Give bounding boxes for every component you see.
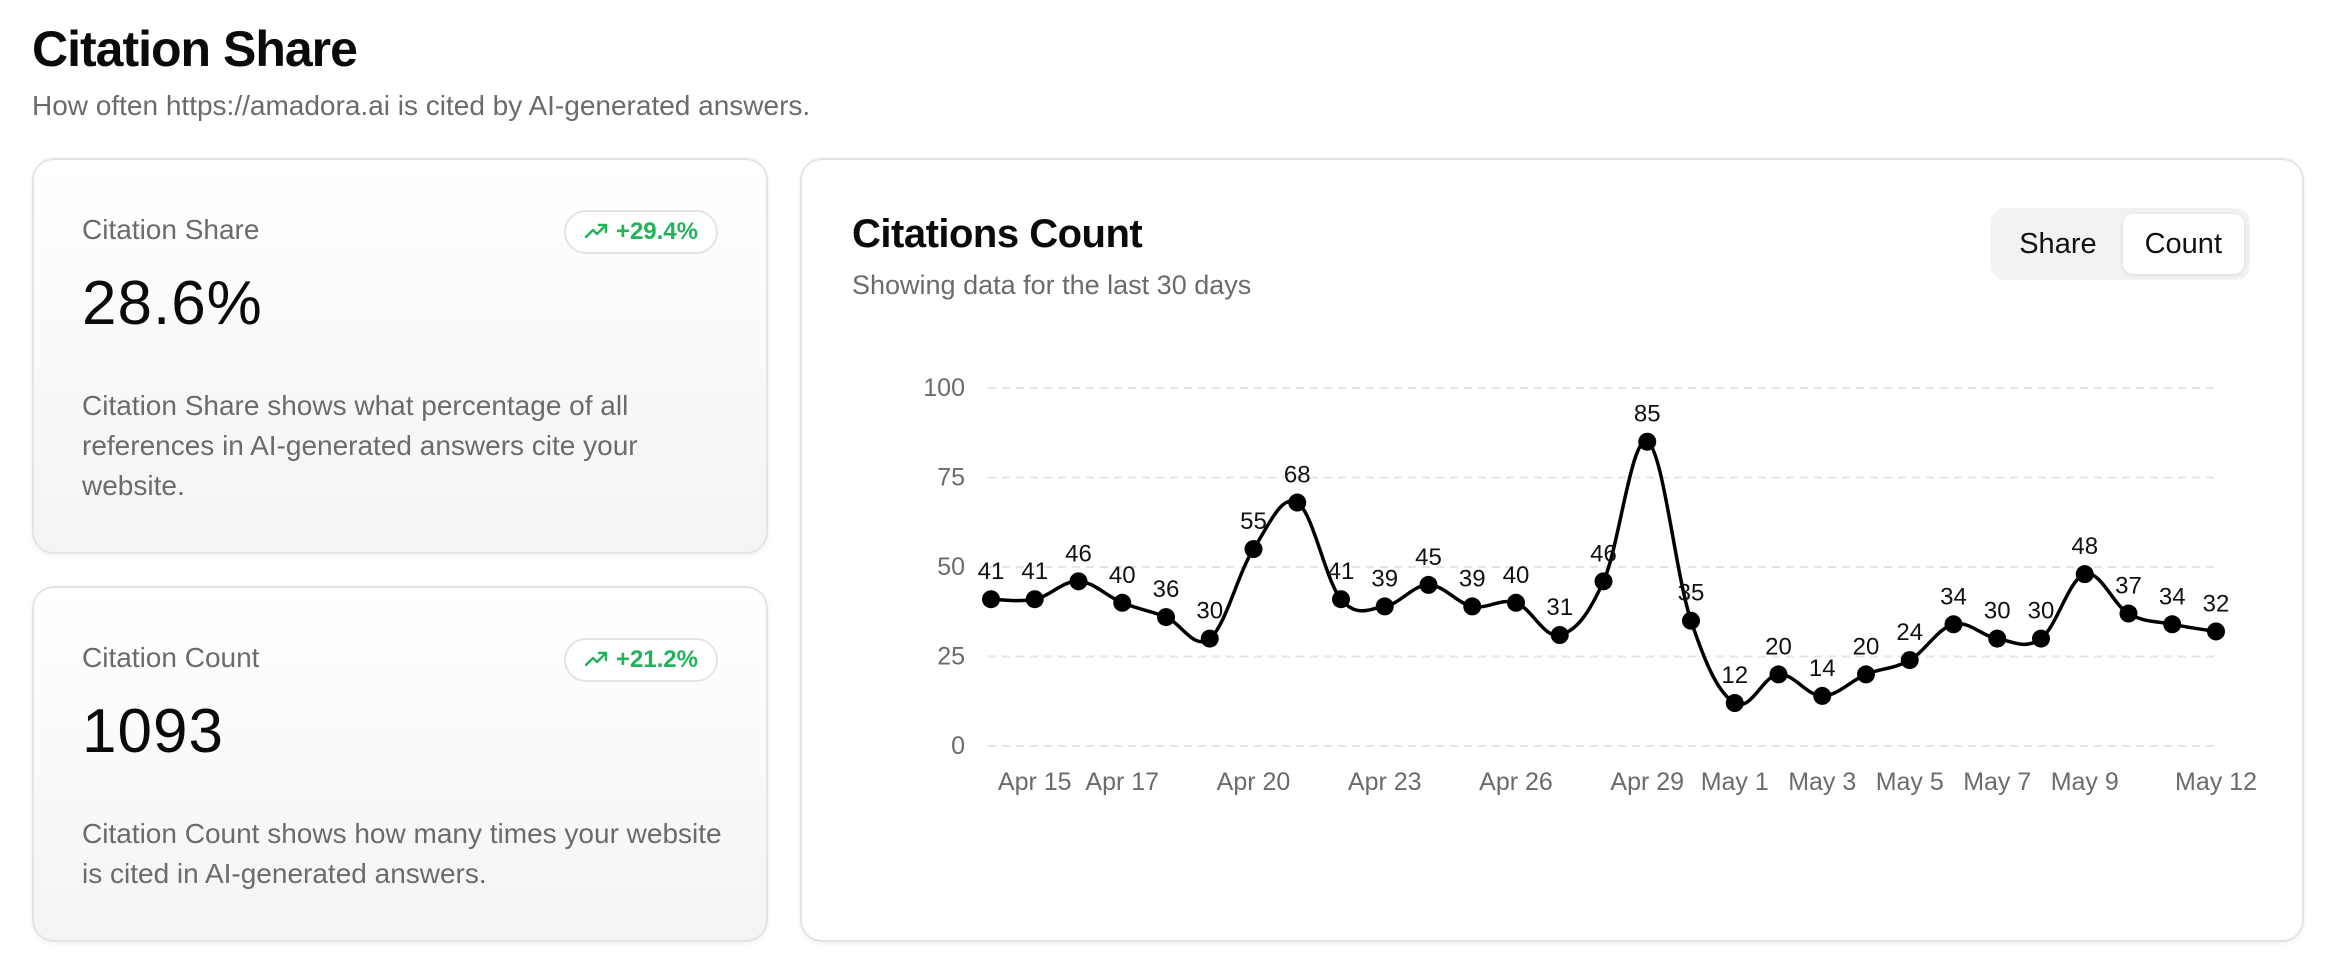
citation-count-value: 1093	[82, 697, 224, 766]
x-tick-label: May 1	[1701, 768, 1769, 796]
data-label: 35	[1678, 580, 1705, 607]
data-label: 14	[1809, 655, 1836, 682]
data-label: 30	[2028, 598, 2055, 625]
data-point	[1813, 686, 1832, 705]
trending-up-icon	[584, 651, 608, 667]
citation-count-change-badge: +21.2%	[563, 638, 718, 682]
x-tick-label: May 9	[2051, 768, 2119, 796]
data-point	[1025, 590, 1044, 609]
data-label: 34	[1940, 583, 1967, 610]
citation-count-change: +21.2%	[615, 646, 698, 673]
data-point	[1288, 493, 1307, 512]
data-point	[982, 590, 1000, 609]
citations-line-chart: 0 25 50 75 100 Apr 15 Apr 17 Apr 20 Apr 23 Apr 26…	[923, 374, 2257, 796]
citation-count-description: Citation Count shows how many times your…	[82, 818, 722, 889]
data-point	[1594, 572, 1613, 591]
data-label: 41	[1328, 558, 1355, 585]
data-label: 46	[1590, 540, 1617, 567]
citation-count-label: Citation Count	[82, 642, 260, 673]
data-label: 41	[1021, 558, 1048, 585]
data-label: 39	[1371, 565, 1398, 592]
y-tick-label: 0	[951, 732, 965, 760]
data-point	[1113, 593, 1132, 612]
data-point	[1900, 651, 1919, 670]
citation-share-change: +29.4%	[615, 218, 698, 245]
data-label: 55	[1240, 508, 1267, 535]
y-tick-label: 50	[937, 553, 965, 581]
citation-share-description: Citation Share shows what percentage of …	[82, 390, 638, 501]
data-label: 12	[1721, 662, 1748, 689]
data-label: 20	[1853, 633, 1880, 660]
chart-subtitle: Showing data for the last 30 days	[852, 270, 1252, 300]
x-tick-label: May 5	[1876, 768, 1944, 796]
citation-share-label: Citation Share	[82, 214, 260, 245]
data-point	[1944, 615, 1963, 634]
data-point	[1463, 597, 1482, 616]
metric-toggle: Share Count	[1991, 208, 2250, 280]
data-label: 37	[2115, 573, 2142, 600]
citation-count-card: Citation Count +21.2% 1093 Citation Coun…	[32, 586, 768, 942]
data-point	[1157, 608, 1175, 627]
data-point	[1725, 694, 1744, 713]
y-tick-label: 25	[937, 643, 965, 671]
trending-up-icon	[584, 223, 608, 239]
toggle-count-button[interactable]: Count	[2122, 214, 2244, 274]
y-tick-label: 75	[937, 464, 965, 492]
data-point	[1244, 540, 1263, 559]
x-tick-label: Apr 17	[1085, 768, 1159, 796]
data-label: 34	[2159, 583, 2186, 610]
toggle-share-button[interactable]: Share	[2019, 227, 2097, 260]
data-label: 32	[2203, 590, 2230, 617]
chart-title: Citations Count	[852, 212, 1143, 256]
data-label: 30	[1984, 598, 2011, 625]
data-label: 31	[1546, 594, 1573, 621]
data-point	[1638, 432, 1657, 451]
page-title: Citation Share	[32, 21, 358, 77]
data-label: 48	[2071, 533, 2098, 560]
data-point	[1419, 575, 1438, 594]
data-point	[2119, 604, 2138, 623]
citation-share-value: 28.6%	[82, 269, 263, 338]
data-point	[1857, 665, 1875, 684]
data-point	[2207, 622, 2225, 641]
data-point	[1769, 665, 1788, 684]
x-tick-label: May 3	[1788, 768, 1856, 796]
data-point	[2075, 565, 2094, 584]
x-tick-label: May 7	[1963, 768, 2031, 796]
data-label: 36	[1153, 576, 1180, 603]
data-label: 24	[1896, 619, 1923, 646]
citation-share-card: Citation Share +29.4% 28.6% Citation Sha…	[32, 158, 768, 554]
data-point	[1550, 626, 1569, 645]
data-label: 39	[1459, 565, 1486, 592]
data-label: 41	[978, 558, 1005, 585]
x-tick-label: Apr 26	[1479, 768, 1553, 796]
x-tick-label: Apr 20	[1217, 768, 1291, 796]
y-tick-label: 100	[923, 374, 965, 402]
data-label: 40	[1503, 562, 1530, 589]
data-label: 40	[1109, 562, 1136, 589]
x-tick-label: Apr 15	[998, 768, 1072, 796]
data-label: 45	[1415, 544, 1442, 571]
data-point	[1988, 629, 2007, 648]
citation-share-change-badge: +29.4%	[563, 210, 718, 254]
data-point	[1200, 629, 1219, 648]
data-point	[1507, 593, 1525, 612]
page-subtitle: How often https://amadora.ai is cited by…	[32, 90, 811, 121]
data-point	[1069, 572, 1088, 591]
data-label: 46	[1065, 540, 1092, 567]
data-label: 20	[1765, 633, 1792, 660]
data-label: 30	[1196, 598, 1223, 625]
x-tick-label: Apr 23	[1348, 768, 1422, 796]
data-point	[2163, 615, 2182, 634]
x-tick-label: May 12	[2175, 768, 2257, 796]
data-point	[1375, 597, 1394, 616]
data-point	[1332, 590, 1350, 609]
data-label: 68	[1284, 462, 1311, 489]
citations-count-chart-card: Citations Count Showing data for the las…	[800, 158, 2304, 942]
data-label: 85	[1634, 401, 1661, 428]
data-point	[1682, 611, 1700, 630]
x-tick-label: Apr 29	[1610, 768, 1684, 796]
data-point	[2032, 629, 2050, 648]
